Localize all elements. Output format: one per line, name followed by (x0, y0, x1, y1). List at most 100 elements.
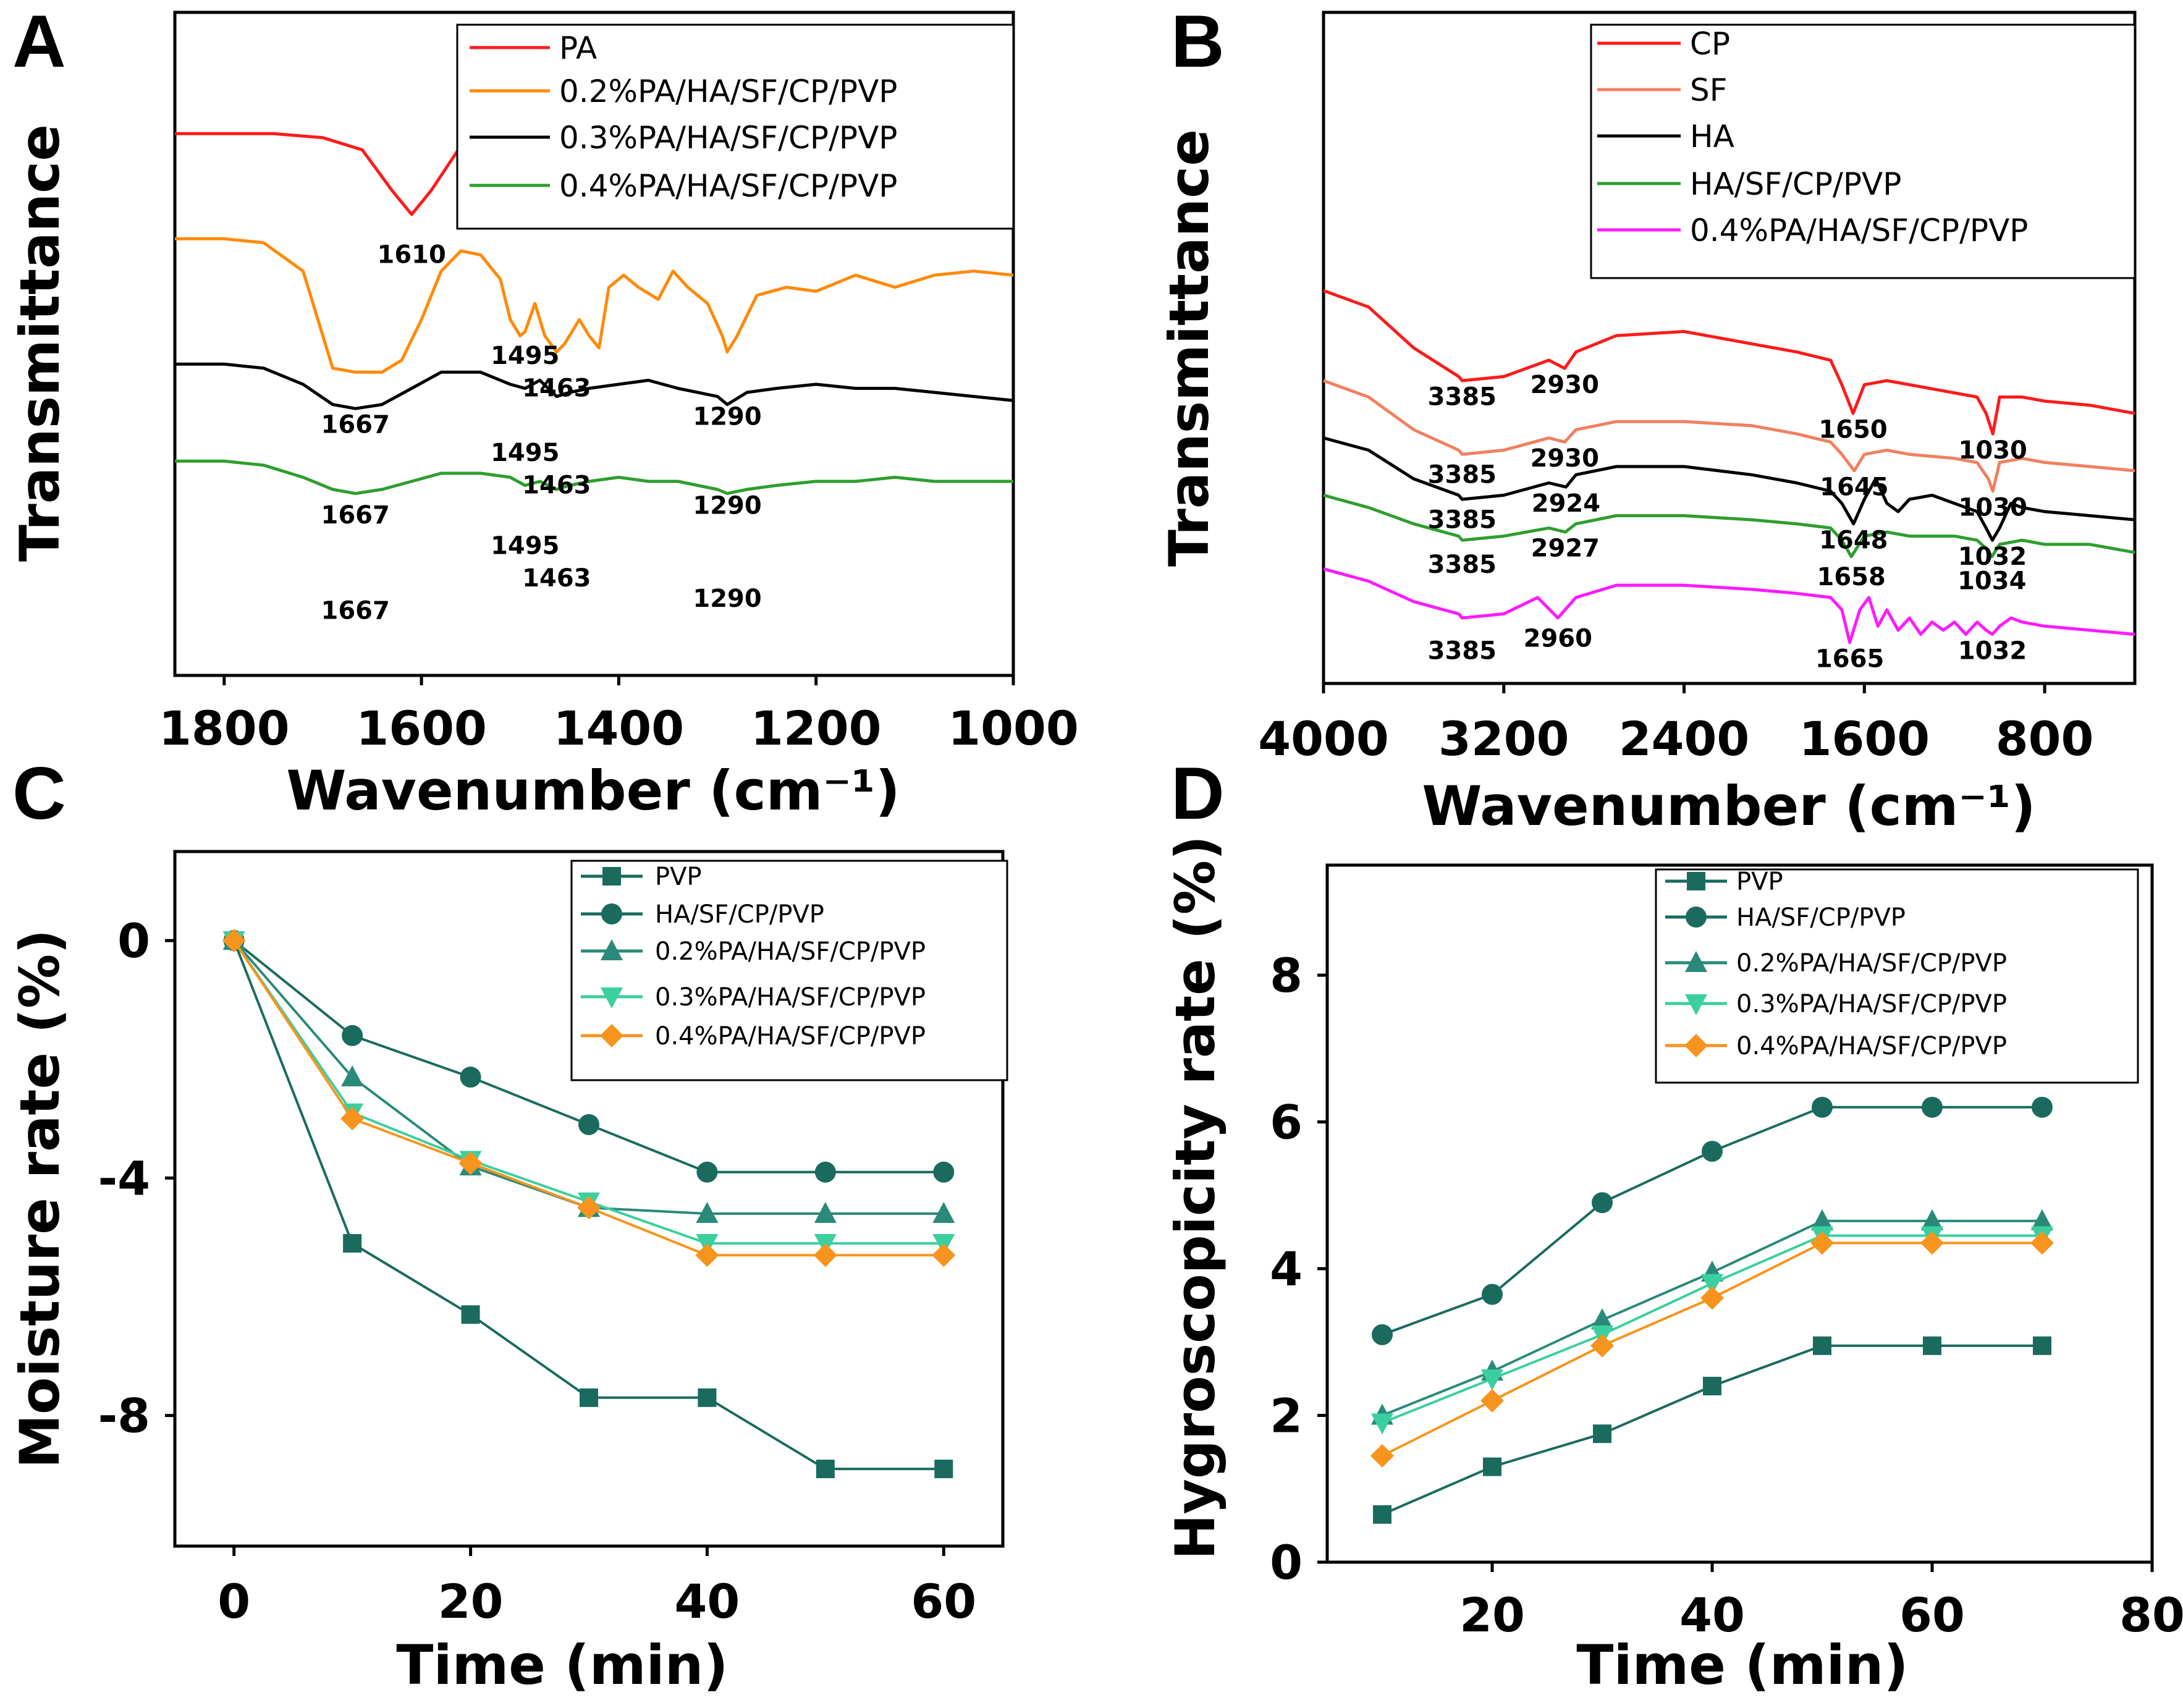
peak-label: 1463 (522, 374, 591, 403)
data-point (1371, 1413, 1393, 1435)
legend-entry: HA/SF/CP/PVP (655, 900, 824, 929)
data-point (343, 1234, 362, 1253)
x-tick-label: 1600 (1799, 711, 1930, 766)
data-point (1701, 1274, 1723, 1295)
peak-label: 1667 (321, 596, 389, 625)
data-point (1592, 1192, 1613, 1214)
peak-label: 1463 (522, 471, 591, 500)
series-0-4-pa-ha-sf-cp-pvp (222, 929, 956, 1267)
series-pvp (1373, 1336, 2051, 1524)
data-point (933, 1161, 955, 1183)
x-tick-label: 20 (438, 1574, 504, 1629)
data-point (813, 1243, 837, 1267)
series-line (175, 362, 1014, 410)
series-line (1323, 436, 2135, 542)
peak-label: 1495 (491, 532, 559, 560)
legend-entry: SF (1690, 72, 1728, 108)
data-point (461, 1305, 480, 1324)
peak-label: 1665 (1815, 645, 1884, 674)
data-point (1702, 1141, 1723, 1162)
legend-entry: PVP (1736, 868, 1783, 896)
data-point (1591, 1308, 1613, 1330)
y-axis-label: Transmittance (1157, 129, 1221, 567)
data-point (1593, 1424, 1611, 1444)
series-line (1323, 379, 2135, 493)
y-tick-label: 2 (1270, 1389, 1303, 1444)
data-point (696, 1161, 718, 1183)
y-axis-label: Hygroscopicity rate (%) (1163, 835, 1227, 1560)
plot-frame (173, 11, 1015, 677)
data-point (1481, 1369, 1503, 1391)
series-0-3-pa-ha-sf-cp-pvp (175, 362, 1014, 410)
legend-marker (1685, 951, 1707, 972)
data-point (2032, 1096, 2053, 1118)
data-point (1920, 1231, 1944, 1255)
legend-marker (601, 987, 623, 1008)
plot-frame (1322, 11, 2137, 685)
legend-entry: 0.4%PA/HA/SF/CP/PVP (1736, 1032, 2007, 1060)
data-point (814, 1202, 837, 1224)
legend-marker (1684, 1034, 1708, 1057)
legend-marker (1686, 907, 1707, 928)
data-point (1480, 1389, 1504, 1413)
peak-label: 1032 (1958, 543, 2027, 571)
series-line (1323, 567, 2135, 645)
peak-label: 2930 (1531, 371, 1599, 399)
legend-entry: 0.3%PA/HA/SF/CP/PVP (655, 983, 926, 1012)
series-sf (1323, 379, 2135, 493)
data-point (814, 1161, 836, 1183)
peak-label: 1030 (1959, 494, 2027, 522)
x-tick-label: 60 (911, 1574, 976, 1629)
data-point (1811, 1209, 1833, 1230)
data-point (932, 1243, 956, 1267)
data-point (1372, 1324, 1393, 1345)
legend: CP SF HA HA/SF/CP/PVP 0.4%PA/HA/SF/CP/PVP (1590, 23, 2136, 279)
legend-entry: 0.3%PA/HA/SF/CP/PVP (1736, 990, 2007, 1018)
data-point (1921, 1209, 1943, 1230)
series-0-4-pa-ha-sf-cp-pvp (175, 459, 1013, 496)
peak-label: 1034 (1957, 567, 2026, 596)
y-tick-label: 6 (1270, 1095, 1303, 1150)
x-tick-label: 1000 (948, 701, 1079, 756)
peak-label: 1658 (1817, 563, 1886, 591)
legend-entry: 0.2%PA/HA/SF/CP/PVP (655, 937, 926, 966)
legend-box (570, 860, 1008, 1081)
y-tick-label: 0 (117, 913, 150, 968)
data-point (1703, 1377, 1721, 1396)
legend: PVP HA/SF/CP/PVP 0.2%PA/HA/SF/CP/PVP 0.3%PA… (1655, 868, 2139, 1084)
y-axis-label: Transmittance (8, 124, 72, 562)
series-line (1323, 493, 2135, 559)
x-tick-label: 3200 (1438, 711, 1569, 766)
legend-entry: PA (559, 30, 597, 66)
data-point (222, 929, 246, 953)
peak-label: 1495 (491, 342, 559, 370)
panel-letter: A (12, 0, 66, 83)
data-point (342, 1025, 363, 1046)
x-tick-label: 60 (1899, 1588, 1965, 1642)
x-tick-label: 1200 (751, 701, 882, 756)
legend: PVP HA/SF/CP/PVP 0.2%PA/HA/SF/CP/PVP 0.3%PA… (570, 860, 1008, 1081)
x-axis-label: Time (min) (1576, 1633, 1908, 1697)
peak-label: 1667 (321, 501, 389, 530)
panel-letter: D (1171, 752, 1225, 835)
data-point (577, 1196, 601, 1220)
legend: PA 0.2%PA/HA/SF/CP/PVP 0.3%PA/HA/SF/CP/PVP… (456, 23, 1015, 230)
series-0-2-pa-ha-sf-cp-pvp (175, 237, 1014, 374)
data-point (1700, 1286, 1724, 1310)
y-tick-label: 4 (1270, 1241, 1303, 1296)
data-point (340, 1107, 365, 1131)
x-tick-label: 1600 (356, 701, 487, 756)
legend-entry: HA/SF/CP/PVP (1736, 903, 1906, 932)
legend-marker (1685, 994, 1707, 1015)
peak-label: 1030 (1959, 436, 2027, 465)
data-point (1590, 1334, 1614, 1358)
data-point (2031, 1209, 2053, 1230)
legend-box (1590, 23, 2136, 279)
series-0-4-pa-ha-sf-cp-pvp (1370, 1231, 2054, 1468)
peak-label: 2930 (1531, 444, 1599, 473)
peak-label: 1645 (1820, 473, 1888, 501)
data-point (2033, 1336, 2051, 1355)
y-tick-label: -8 (98, 1389, 150, 1444)
x-tick-label: 800 (1996, 711, 2094, 766)
